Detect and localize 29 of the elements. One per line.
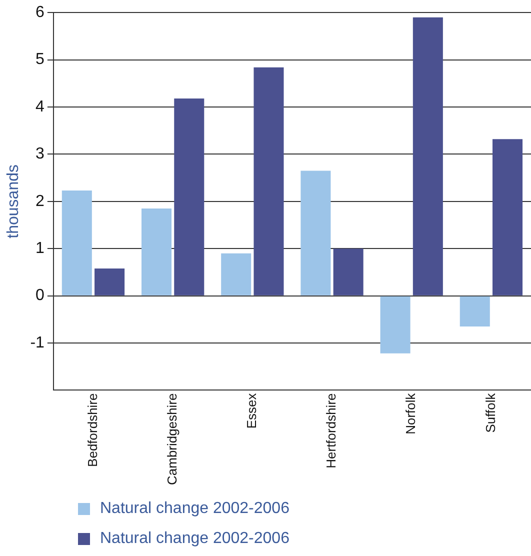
bar xyxy=(492,139,523,296)
y-tick-label: 2 xyxy=(36,192,45,210)
x-tick-label: Suffolk xyxy=(482,392,498,433)
bar xyxy=(380,296,410,354)
bar xyxy=(333,248,364,296)
bar xyxy=(174,98,204,296)
bar xyxy=(460,296,490,327)
bar xyxy=(300,170,331,296)
y-tick-label: 1 xyxy=(36,240,45,258)
y-tick-label: 0 xyxy=(36,287,45,304)
y-tick-label: 5 xyxy=(36,51,45,68)
y-axis-title: thousands xyxy=(5,164,22,238)
y-tick-label: 6 xyxy=(36,4,45,22)
y-tick-label: 4 xyxy=(36,98,45,116)
x-tick-label: Bedfordshire xyxy=(84,393,100,467)
x-tick-label: Norfolk xyxy=(403,392,418,434)
y-tick-label: 3 xyxy=(36,146,45,163)
x-tick-label: Hertfordshire xyxy=(324,393,339,468)
legend-label: Natural change 2002-2006 xyxy=(100,530,290,548)
bar xyxy=(221,253,252,296)
bar xyxy=(254,67,284,296)
bar xyxy=(141,208,172,296)
legend-label: Natural change 2002-2006 xyxy=(100,500,290,518)
x-tick-label: Cambridgeshire xyxy=(164,393,180,486)
bar xyxy=(94,268,125,296)
y-tick-label: -1 xyxy=(30,334,45,352)
bar xyxy=(412,17,443,296)
bar xyxy=(62,190,92,296)
x-tick-label: Essex xyxy=(244,392,259,429)
